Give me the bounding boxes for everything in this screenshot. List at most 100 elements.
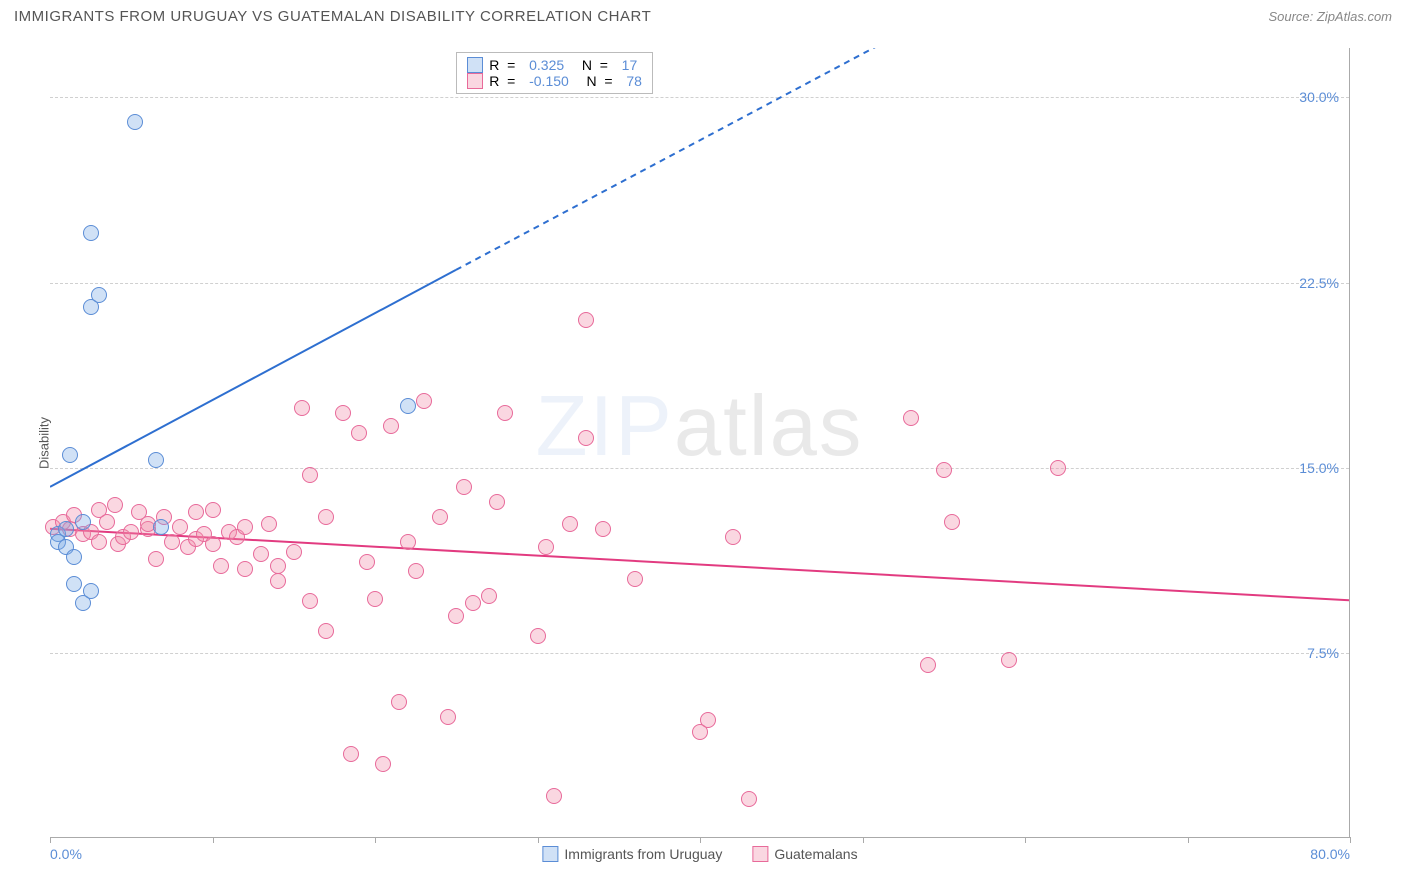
y-tick-label: 30.0% <box>1299 89 1339 105</box>
data-point <box>270 558 286 574</box>
y-tick-label: 15.0% <box>1299 460 1339 476</box>
x-axis-labels: 0.0% Immigrants from UruguayGuatemalans … <box>50 842 1350 882</box>
data-point <box>481 588 497 604</box>
legend-swatch <box>467 73 483 89</box>
legend-r-label: R = <box>489 73 523 89</box>
chart-area: Disability ZIPatlas 7.5%15.0%22.5%30.0% … <box>50 48 1350 838</box>
plot-region: ZIPatlas 7.5%15.0%22.5%30.0% <box>50 48 1349 837</box>
data-point <box>302 593 318 609</box>
data-point <box>205 536 221 552</box>
data-point <box>270 573 286 589</box>
data-point <box>440 709 456 725</box>
gridline <box>50 653 1349 654</box>
data-point <box>741 791 757 807</box>
data-point <box>99 514 115 530</box>
data-point <box>595 521 611 537</box>
legend-row: R = -0.150 N = 78 <box>467 73 642 89</box>
data-point <box>107 497 123 513</box>
data-point <box>400 398 416 414</box>
watermark-zip: ZIP <box>536 379 674 474</box>
legend-swatch <box>467 57 483 73</box>
data-point <box>66 576 82 592</box>
data-point <box>562 516 578 532</box>
data-point <box>213 558 229 574</box>
gridline <box>50 283 1349 284</box>
trend-line <box>50 270 456 487</box>
legend-swatch <box>542 846 558 862</box>
data-point <box>627 571 643 587</box>
data-point <box>164 534 180 550</box>
legend-r-label: R = <box>489 57 523 73</box>
data-point <box>335 405 351 421</box>
source-label: Source: ZipAtlas.com <box>1268 9 1392 24</box>
gridline <box>50 97 1349 98</box>
x-max-label: 80.0% <box>1310 846 1350 862</box>
data-point <box>66 549 82 565</box>
legend-r-value: -0.150 <box>529 73 569 89</box>
data-point <box>375 756 391 772</box>
data-point <box>944 514 960 530</box>
data-point <box>400 534 416 550</box>
data-point <box>302 467 318 483</box>
x-min-label: 0.0% <box>50 846 82 862</box>
data-point <box>416 393 432 409</box>
data-point <box>408 563 424 579</box>
data-point <box>530 628 546 644</box>
data-point <box>148 551 164 567</box>
data-point <box>578 312 594 328</box>
legend-n-value: 78 <box>626 73 642 89</box>
legend-n-label: N = <box>575 73 621 89</box>
data-point <box>318 623 334 639</box>
data-point <box>1001 652 1017 668</box>
data-point <box>432 509 448 525</box>
data-point <box>62 447 78 463</box>
data-point <box>83 583 99 599</box>
data-point <box>205 502 221 518</box>
data-point <box>153 519 169 535</box>
data-point <box>489 494 505 510</box>
x-tick <box>1350 837 1351 843</box>
data-point <box>83 225 99 241</box>
data-point <box>75 514 91 530</box>
data-point <box>383 418 399 434</box>
title-bar: IMMIGRANTS FROM URUGUAY VS GUATEMALAN DI… <box>0 0 1406 31</box>
legend-swatch <box>752 846 768 862</box>
data-point <box>456 479 472 495</box>
legend-label: Guatemalans <box>774 846 857 862</box>
data-point <box>188 504 204 520</box>
data-point <box>1050 460 1066 476</box>
data-point <box>578 430 594 446</box>
data-point <box>725 529 741 545</box>
data-point <box>936 462 952 478</box>
series-legend: Immigrants from Uruguay Guatemalans <box>542 846 857 862</box>
data-point <box>127 114 143 130</box>
data-point <box>294 400 310 416</box>
data-point <box>343 746 359 762</box>
data-point <box>465 595 481 611</box>
legend-row: R = 0.325 N = 17 <box>467 57 642 73</box>
chart-title: IMMIGRANTS FROM URUGUAY VS GUATEMALAN DI… <box>14 8 651 25</box>
legend-item: Immigrants from Uruguay <box>542 846 722 862</box>
data-point <box>920 657 936 673</box>
correlation-legend: R = 0.325 N = 17R = -0.150 N = 78 <box>456 52 653 94</box>
data-point <box>58 521 74 537</box>
legend-n-value: 17 <box>622 57 638 73</box>
y-tick-label: 7.5% <box>1307 645 1339 661</box>
data-point <box>546 788 562 804</box>
y-tick-label: 22.5% <box>1299 275 1339 291</box>
data-point <box>148 452 164 468</box>
data-point <box>318 509 334 525</box>
legend-item: Guatemalans <box>752 846 857 862</box>
legend-label: Immigrants from Uruguay <box>564 846 722 862</box>
data-point <box>903 410 919 426</box>
data-point <box>391 694 407 710</box>
data-point <box>351 425 367 441</box>
legend-r-value: 0.325 <box>529 57 564 73</box>
data-point <box>91 287 107 303</box>
data-point <box>286 544 302 560</box>
data-point <box>237 561 253 577</box>
data-point <box>123 524 139 540</box>
data-point <box>261 516 277 532</box>
data-point <box>497 405 513 421</box>
legend-n-label: N = <box>570 57 616 73</box>
